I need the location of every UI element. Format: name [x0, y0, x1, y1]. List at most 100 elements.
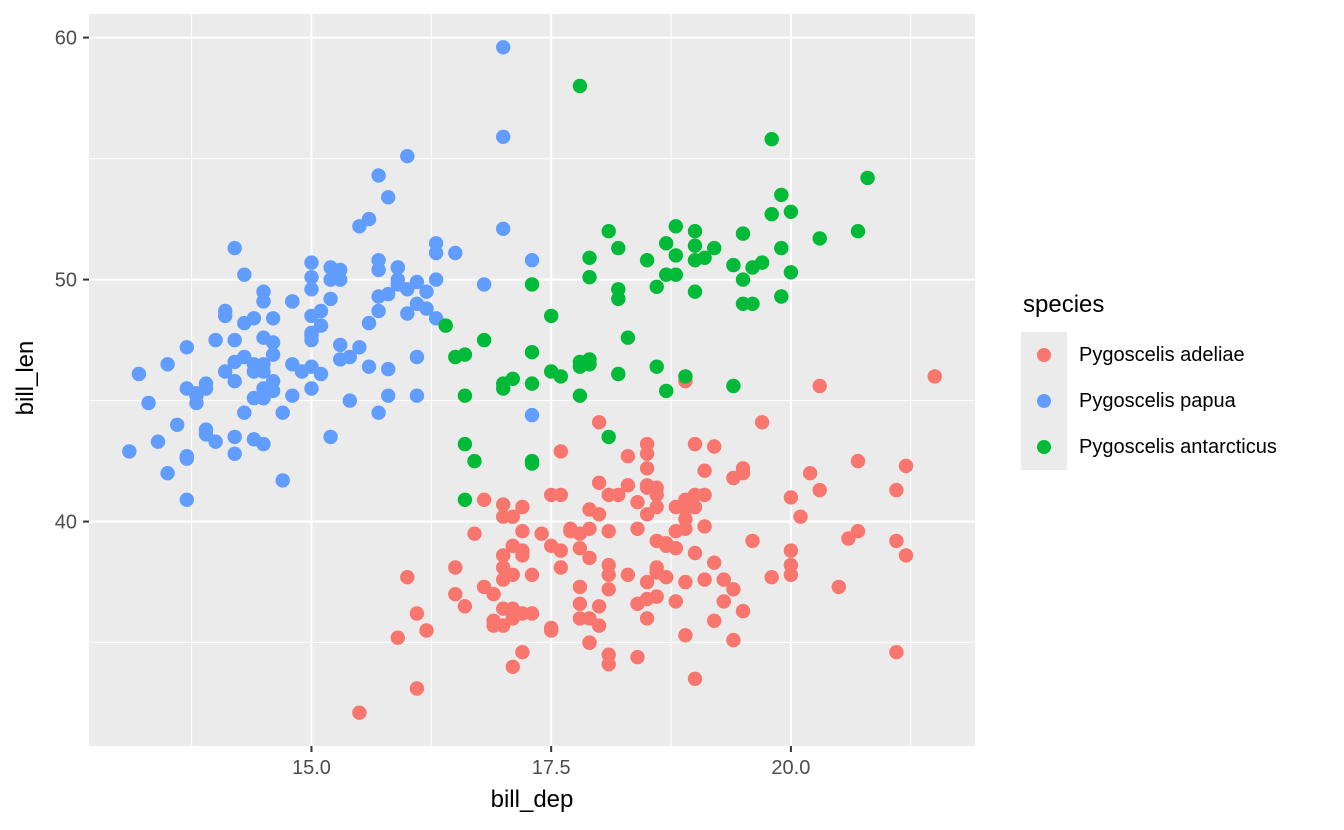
data-point [275, 405, 290, 420]
data-point [639, 611, 655, 626]
data-point [496, 548, 511, 563]
data-point [582, 521, 597, 536]
data-point [687, 436, 703, 452]
data-point [898, 458, 914, 474]
data-point [419, 301, 434, 316]
data-point [515, 499, 530, 515]
data-point [544, 487, 559, 503]
data-point [448, 245, 463, 261]
data-point [304, 282, 319, 297]
data-point [256, 284, 271, 299]
data-point [735, 272, 751, 287]
data-point [409, 388, 425, 403]
data-point [524, 376, 540, 391]
data-point [601, 582, 616, 597]
data-point [160, 357, 175, 372]
data-point [237, 405, 252, 420]
data-point [342, 349, 357, 365]
data-point [390, 277, 405, 292]
data-point [467, 526, 482, 541]
data-point [764, 570, 779, 585]
data-point [553, 369, 568, 384]
data-point [496, 560, 511, 575]
data-point [649, 533, 664, 549]
data-point [630, 649, 645, 665]
data-point [208, 434, 223, 449]
data-point [323, 291, 338, 307]
data-point [591, 475, 607, 490]
data-point [735, 603, 751, 619]
data-point [304, 359, 319, 374]
data-point [304, 308, 319, 324]
data-point [457, 599, 473, 614]
data-point [726, 582, 741, 597]
data-point [150, 434, 166, 449]
x-axis-title: bill_dep [490, 786, 574, 813]
data-point [400, 149, 415, 164]
data-point [208, 332, 223, 348]
data-point [428, 272, 444, 287]
data-point [496, 376, 511, 391]
data-point [409, 349, 425, 365]
data-point [323, 429, 338, 445]
data-point [802, 466, 818, 481]
data-point [620, 567, 636, 582]
data-point [265, 347, 281, 362]
data-point [716, 572, 731, 587]
data-point [448, 349, 463, 365]
data-point [697, 572, 712, 587]
data-point [572, 78, 588, 94]
data-point [601, 524, 616, 539]
data-point [630, 596, 645, 611]
data-point [505, 538, 520, 553]
data-point [745, 533, 760, 549]
data-point [237, 349, 252, 365]
data-point [285, 294, 300, 309]
data-point [889, 645, 904, 660]
data-point [735, 226, 751, 241]
data-point [544, 308, 559, 324]
data-point [457, 492, 473, 507]
data-point [476, 277, 492, 292]
data-point [419, 623, 434, 638]
data-point [620, 330, 636, 345]
data-point [783, 543, 799, 558]
data-point [515, 645, 530, 660]
data-point [189, 395, 204, 411]
data-point [342, 393, 357, 408]
data-point [572, 579, 588, 595]
data-point [639, 478, 655, 493]
data-point [582, 250, 597, 265]
data-point [524, 567, 540, 582]
data-point [265, 311, 281, 326]
data-point [304, 255, 319, 270]
data-point [179, 340, 194, 355]
data-point [256, 381, 271, 396]
data-point [371, 303, 386, 319]
data-point [265, 335, 281, 350]
data-point [237, 267, 252, 282]
data-point [390, 630, 405, 645]
data-point [227, 429, 242, 445]
data-point [898, 548, 914, 563]
data-point [754, 415, 770, 430]
data-point [352, 219, 367, 234]
data-point [611, 240, 626, 256]
data-point [246, 390, 262, 406]
antarcticus-dot-icon [1037, 440, 1051, 454]
data-point [524, 453, 540, 469]
data-point [218, 308, 233, 324]
legend-items: Pygoscelis adeliae Pygoscelis papua Pygo… [1021, 332, 1277, 470]
data-point [361, 315, 377, 331]
data-point [572, 541, 588, 556]
data-point [582, 635, 597, 650]
papua-dot-icon [1037, 394, 1051, 408]
data-point [227, 446, 242, 461]
data-point [381, 190, 396, 205]
data-point [467, 453, 482, 469]
legend-item: Pygoscelis papua [1021, 378, 1277, 424]
data-point [774, 240, 789, 256]
y-axis-title: bill_len [12, 340, 39, 416]
data-point [198, 376, 214, 391]
data-point [726, 632, 741, 648]
